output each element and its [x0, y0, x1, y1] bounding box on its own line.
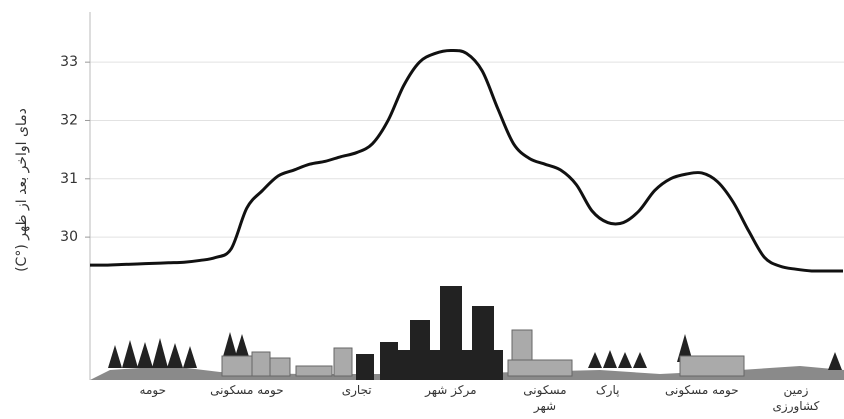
x-tick-label: تجاری — [341, 383, 372, 397]
x-tick-label: پارک — [595, 383, 620, 397]
y-tick-label: 33 — [60, 54, 78, 70]
x-tick-label: مرکز شهر — [425, 383, 477, 397]
y-tick-label: 32 — [60, 112, 78, 128]
x-tick-label: حومه مسکونی — [665, 383, 739, 397]
x-tick-label: مسکونی شهر — [523, 383, 567, 413]
x-tick-label: حومه مسکونی — [210, 383, 284, 397]
skyline-illustration — [90, 286, 844, 380]
x-tick-label: زمین کشاورزی — [772, 383, 820, 413]
x-tick-label: حومه — [139, 383, 166, 397]
y-tick-label: 30 — [60, 229, 78, 245]
temperature-line — [89, 48, 843, 273]
y-axis-label: دمای اواخر بعد از ظهر (°C) — [14, 108, 30, 272]
y-tick-label: 31 — [60, 171, 78, 187]
